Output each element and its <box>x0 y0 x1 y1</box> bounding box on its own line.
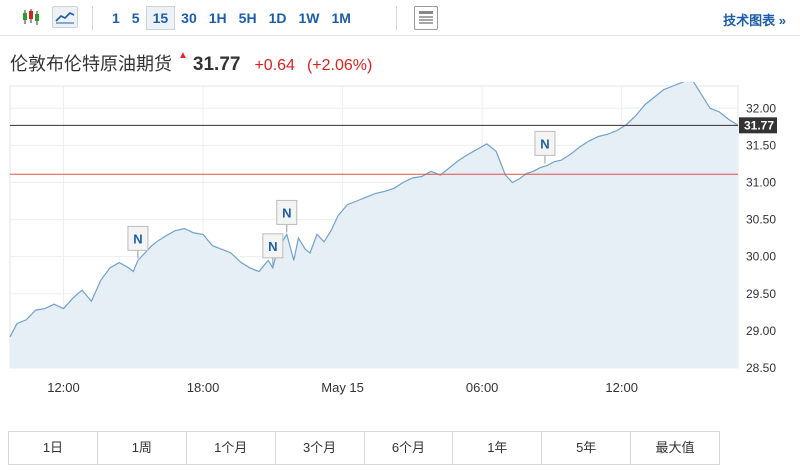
range-tab[interactable]: 3个月 <box>276 432 365 464</box>
interval-1[interactable]: 1 <box>112 10 120 26</box>
technical-chart-link[interactable]: 技术图表 » <box>723 13 786 28</box>
interval-1d[interactable]: 1D <box>268 10 287 26</box>
x-tick-label: May 15 <box>321 380 364 395</box>
current-price-badge <box>739 117 777 134</box>
news-flag-label: N <box>282 205 291 220</box>
x-tick-label: 12:00 <box>605 380 638 395</box>
toolbar-separator <box>92 6 93 30</box>
interval-5[interactable]: 5 <box>131 10 140 26</box>
news-flag[interactable] <box>262 233 284 259</box>
x-tick-label: 12:00 <box>47 380 80 395</box>
news-flag-label: N <box>540 136 549 151</box>
interval-1m[interactable]: 1M <box>331 10 351 26</box>
range-tab[interactable]: 5年 <box>542 432 632 464</box>
y-tick-label: 30.00 <box>746 250 776 264</box>
up-arrow-icon: ▲ <box>178 50 188 61</box>
range-tab[interactable]: 1个月 <box>187 432 276 464</box>
y-tick-label: 32.00 <box>746 101 776 115</box>
toolbar-separator <box>396 6 397 30</box>
instrument-header: 伦敦布伦特原油期货 ▲ 31.77 +0.64 (+2.06%) <box>10 50 372 78</box>
area-chart-icon[interactable] <box>52 6 78 28</box>
price-area-fill <box>10 82 738 368</box>
news-flag[interactable] <box>534 130 556 156</box>
news-flag[interactable] <box>127 225 149 251</box>
interval-1w[interactable]: 1W <box>298 10 320 26</box>
y-tick-label: 29.50 <box>746 287 776 301</box>
news-flag-label: N <box>268 239 277 254</box>
interval-1h[interactable]: 1H <box>208 10 227 26</box>
price-change-percent: (+2.06%) <box>306 57 373 74</box>
price-chart[interactable]: 英为财情Investing.comNNNN28.5029.0029.5030.0… <box>0 82 800 412</box>
interval-selector: 1 5 15 30 1H 5H 1D 1W 1M <box>106 6 357 30</box>
news-flag[interactable] <box>276 199 298 225</box>
range-tab[interactable]: 1日 <box>9 432 98 464</box>
interval-5h[interactable]: 5H <box>238 10 257 26</box>
instrument-name: 伦敦布伦特原油期货 <box>10 54 172 74</box>
interval-30[interactable]: 30 <box>181 10 197 26</box>
document-icon[interactable] <box>414 6 438 30</box>
range-tab[interactable]: 1年 <box>453 432 543 464</box>
current-price-label: 31.77 <box>744 118 774 132</box>
news-flag-label: N <box>133 231 142 246</box>
price-change: +0.64 <box>254 57 295 74</box>
y-tick-label: 28.50 <box>746 361 776 375</box>
interval-15[interactable]: 15 <box>145 6 176 30</box>
chart-toolbar: 1 5 15 30 1H 5H 1D 1W 1M 技术图表 » <box>0 0 800 36</box>
range-tab[interactable]: 6个月 <box>365 432 454 464</box>
range-selector: 1日 1周 1个月 3个月 6个月 1年 5年 最大值 <box>8 431 720 465</box>
candlestick-icon[interactable] <box>18 6 44 28</box>
range-tab[interactable]: 最大值 <box>655 440 695 455</box>
price-line <box>9 82 739 338</box>
x-tick-label: 18:00 <box>187 380 220 395</box>
y-tick-label: 30.50 <box>746 213 776 227</box>
range-tab[interactable]: 1周 <box>98 432 187 464</box>
y-tick-label: 31.00 <box>746 175 776 189</box>
last-price: 31.77 <box>192 54 241 75</box>
x-tick-label: 06:00 <box>466 380 499 395</box>
y-tick-label: 29.00 <box>746 324 776 338</box>
y-tick-label: 31.50 <box>746 138 776 152</box>
